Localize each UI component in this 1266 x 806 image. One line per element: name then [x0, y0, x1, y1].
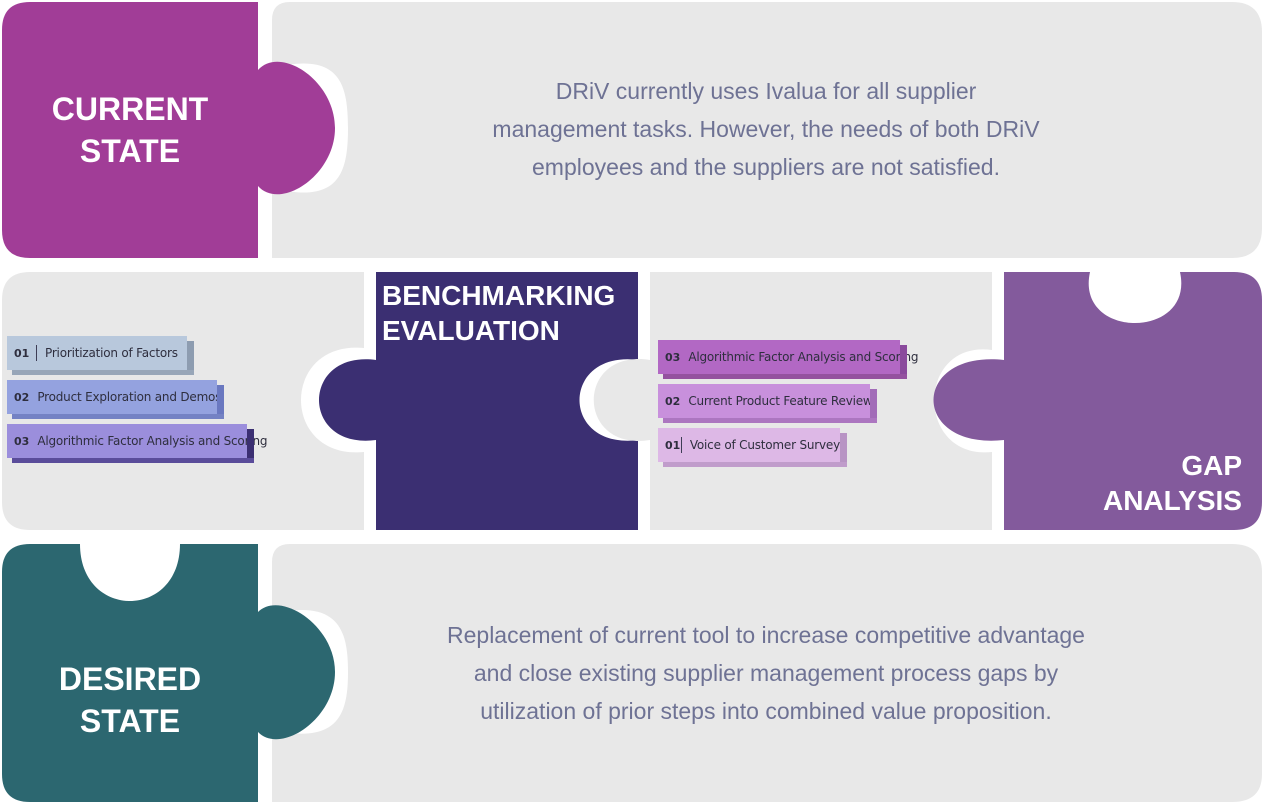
step-number: 03 — [14, 434, 30, 448]
desired-state-title-line1: DESIRED — [58, 661, 202, 697]
current-state-title-line1: CURRENT — [51, 91, 209, 127]
desired-state-piece — [2, 544, 335, 802]
current-state-description-panel — [272, 2, 1262, 258]
benchmarking-title-line2: EVALUATION — [382, 315, 560, 346]
current-state-title: CURRENT STATE — [20, 88, 240, 172]
desired-state-description: Replacement of current tool to increase … — [370, 616, 1162, 730]
step-number: 01 — [665, 438, 681, 452]
step-edge-bottom — [663, 462, 847, 467]
step-label: Algorithmic Factor Analysis and Scoring — [688, 350, 919, 364]
gap-analysis-title-line2: ANALYSIS — [1102, 485, 1242, 516]
gap-analysis-title: GAP ANALYSIS — [1010, 448, 1242, 518]
gap-analysis-step-3: 03 Algorithmic Factor Analysis and Scori… — [658, 340, 918, 379]
desired-state-description-line2: and close existing supplier management p… — [473, 660, 1059, 686]
step-edge-bottom — [663, 418, 877, 423]
current-state-piece — [2, 2, 335, 258]
desired-state-description-line1: Replacement of current tool to increase … — [447, 622, 1085, 648]
step-label: Algorithmic Factor Analysis and Scoring — [37, 434, 268, 448]
step-edge-bottom — [663, 374, 907, 379]
step-edge-bottom — [12, 370, 194, 375]
step-number: 02 — [665, 394, 681, 408]
step-edge-right — [900, 345, 907, 379]
current-state-description-line2: management tasks. However, the needs of … — [492, 116, 1040, 142]
step-label: Prioritization of Factors — [45, 346, 178, 360]
benchmarking-title: BENCHMARKING EVALUATION — [382, 278, 638, 348]
desired-state-title: DESIRED STATE — [20, 658, 240, 742]
desired-state-description-panel — [272, 544, 1262, 802]
benchmarking-step-3: 03 Algorithmic Factor Analysis and Scori… — [7, 424, 267, 463]
step-number: 01 — [14, 346, 30, 360]
step-edge-right — [870, 389, 877, 423]
step-edge-bottom — [12, 458, 254, 463]
benchmarking-step-1: 01 Prioritization of Factors — [7, 336, 194, 375]
gap-analysis-title-line1: GAP — [1181, 450, 1242, 481]
step-label: Product Exploration and Demos — [37, 390, 222, 404]
gap-analysis-step-2: 02 Current Product Feature Review — [658, 384, 877, 423]
step-edge-right — [187, 341, 194, 375]
benchmarking-piece — [319, 272, 638, 530]
desired-state-description-line3: utilization of prior steps into combined… — [480, 698, 1052, 724]
step-edge-right — [840, 433, 847, 467]
step-label: Voice of Customer Survey — [689, 438, 840, 452]
step-divider — [36, 345, 37, 361]
step-edge-right — [247, 429, 254, 463]
step-divider — [681, 437, 682, 453]
benchmarking-step-2: 02 Product Exploration and Demos — [7, 380, 224, 419]
current-state-title-line2: STATE — [79, 133, 181, 169]
step-edge-right — [217, 385, 224, 419]
step-number: 02 — [14, 390, 30, 404]
step-number: 03 — [665, 350, 681, 364]
step-edge-bottom — [12, 414, 224, 419]
desired-state-title-line2: STATE — [79, 703, 181, 739]
gap-analysis-step-1: 01 Voice of Customer Survey — [658, 428, 847, 467]
current-state-description: DRiV currently uses Ivalua for all suppl… — [400, 72, 1132, 186]
current-state-description-line1: DRiV currently uses Ivalua for all suppl… — [555, 78, 977, 104]
step-label: Current Product Feature Review — [688, 394, 873, 408]
gap-analysis-piece — [933, 272, 1262, 530]
benchmarking-title-line1: BENCHMARKING — [382, 280, 616, 311]
current-state-description-line3: employees and the suppliers are not sati… — [532, 154, 1000, 180]
